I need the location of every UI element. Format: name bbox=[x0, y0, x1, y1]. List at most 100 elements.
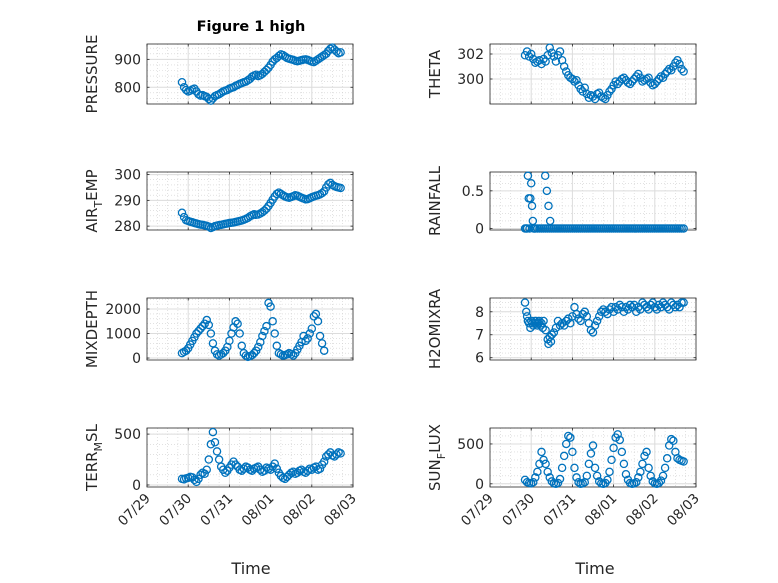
x-axis-label-right: Time bbox=[574, 559, 614, 578]
data-point bbox=[675, 59, 684, 69]
data-point bbox=[580, 307, 590, 317]
data-point bbox=[537, 319, 546, 328]
data-point bbox=[662, 454, 672, 463]
data-point bbox=[535, 316, 544, 326]
y-axis-label: RAINFALL bbox=[426, 165, 444, 236]
data-point bbox=[524, 52, 534, 61]
x-tick-label: 08/02 bbox=[623, 491, 662, 530]
data-series bbox=[177, 298, 329, 362]
axes-box bbox=[489, 427, 697, 488]
data-point bbox=[638, 77, 647, 86]
data-point bbox=[522, 307, 531, 317]
data-point bbox=[561, 439, 571, 449]
y-tick-label: 900 bbox=[114, 52, 141, 68]
data-point bbox=[588, 92, 598, 101]
data-point bbox=[307, 324, 317, 333]
y-tick-label: 500 bbox=[114, 427, 141, 443]
data-point bbox=[617, 447, 627, 457]
data-point bbox=[671, 302, 680, 312]
data-point bbox=[638, 459, 647, 469]
data-point bbox=[192, 329, 201, 338]
data-point bbox=[177, 208, 187, 217]
x-tick-label: 08/01 bbox=[582, 491, 621, 530]
data-point bbox=[656, 72, 666, 81]
data-point bbox=[539, 455, 548, 465]
data-point bbox=[590, 321, 600, 330]
data-point bbox=[576, 84, 585, 94]
data-point bbox=[206, 329, 216, 338]
data-point bbox=[181, 346, 191, 355]
data-point bbox=[237, 341, 247, 351]
data-point bbox=[607, 455, 616, 465]
data-series bbox=[177, 178, 345, 233]
data-point bbox=[654, 300, 664, 310]
y-tick-label: 2000 bbox=[105, 302, 141, 318]
data-point bbox=[206, 440, 216, 449]
axes-box bbox=[146, 171, 354, 231]
data-point bbox=[541, 325, 550, 335]
y-tick-label: 1000 bbox=[105, 327, 141, 343]
data-point bbox=[336, 449, 345, 458]
data-point bbox=[559, 62, 569, 71]
data-point bbox=[594, 477, 604, 486]
data-point bbox=[646, 471, 655, 481]
data-point bbox=[564, 431, 573, 441]
data-point bbox=[260, 326, 269, 336]
data-point bbox=[543, 51, 552, 60]
data-point bbox=[656, 476, 666, 485]
panel-7: 0 500 SUNFLUX 07/29 07/30 07/31 08/01 08/02 08/0… bbox=[426, 424, 703, 529]
data-point bbox=[594, 312, 604, 321]
data-point bbox=[317, 339, 327, 348]
data-point bbox=[588, 441, 598, 450]
data-point bbox=[274, 51, 284, 61]
data-point bbox=[305, 329, 314, 338]
y-tick-label: 800 bbox=[114, 80, 141, 96]
data-point bbox=[177, 77, 187, 87]
data-point bbox=[652, 77, 662, 86]
data-point bbox=[603, 475, 612, 485]
data-point bbox=[258, 331, 267, 341]
axes-box bbox=[489, 171, 697, 231]
data-point bbox=[208, 427, 218, 437]
data-point bbox=[662, 67, 672, 76]
panel-3: 0 0.5 RAINFALL bbox=[426, 165, 697, 237]
data-series bbox=[520, 430, 688, 489]
data-point bbox=[613, 79, 622, 89]
data-point bbox=[523, 171, 533, 181]
data-point bbox=[613, 430, 622, 439]
data-point bbox=[336, 48, 345, 57]
data-point bbox=[537, 447, 546, 457]
y-axis-label: THETA bbox=[426, 49, 444, 99]
y-tick-label: 300 bbox=[114, 168, 141, 184]
axes-box bbox=[146, 427, 354, 488]
y-tick-label: 500 bbox=[457, 437, 484, 453]
figure-title: Figure 1 high bbox=[197, 19, 306, 35]
data-point bbox=[632, 477, 641, 487]
data-series bbox=[177, 43, 345, 105]
data-point bbox=[646, 300, 655, 310]
data-point bbox=[615, 435, 625, 445]
y-axis-label: AIRTEMP bbox=[83, 169, 105, 232]
data-point bbox=[249, 348, 259, 358]
data-point bbox=[272, 341, 282, 351]
axes-box bbox=[489, 297, 697, 361]
data-point bbox=[652, 305, 662, 314]
data-point bbox=[592, 316, 602, 326]
data-point bbox=[533, 467, 542, 477]
data-point bbox=[270, 329, 279, 338]
data-point bbox=[202, 465, 211, 474]
data-point bbox=[582, 471, 592, 481]
data-point bbox=[539, 316, 548, 326]
data-point bbox=[317, 188, 327, 198]
data-point bbox=[524, 319, 534, 328]
data-point bbox=[218, 348, 228, 358]
data-point bbox=[319, 346, 329, 355]
panel-6: 0 500 TERRMSL 07/29 07/30 07/31 08/01 08/02 08/0… bbox=[83, 423, 360, 529]
data-point bbox=[231, 317, 240, 326]
axes-box bbox=[146, 43, 354, 105]
y-tick-label: 0.5 bbox=[462, 184, 484, 200]
data-series bbox=[520, 171, 688, 233]
data-point bbox=[239, 464, 249, 473]
data-point bbox=[629, 74, 639, 84]
